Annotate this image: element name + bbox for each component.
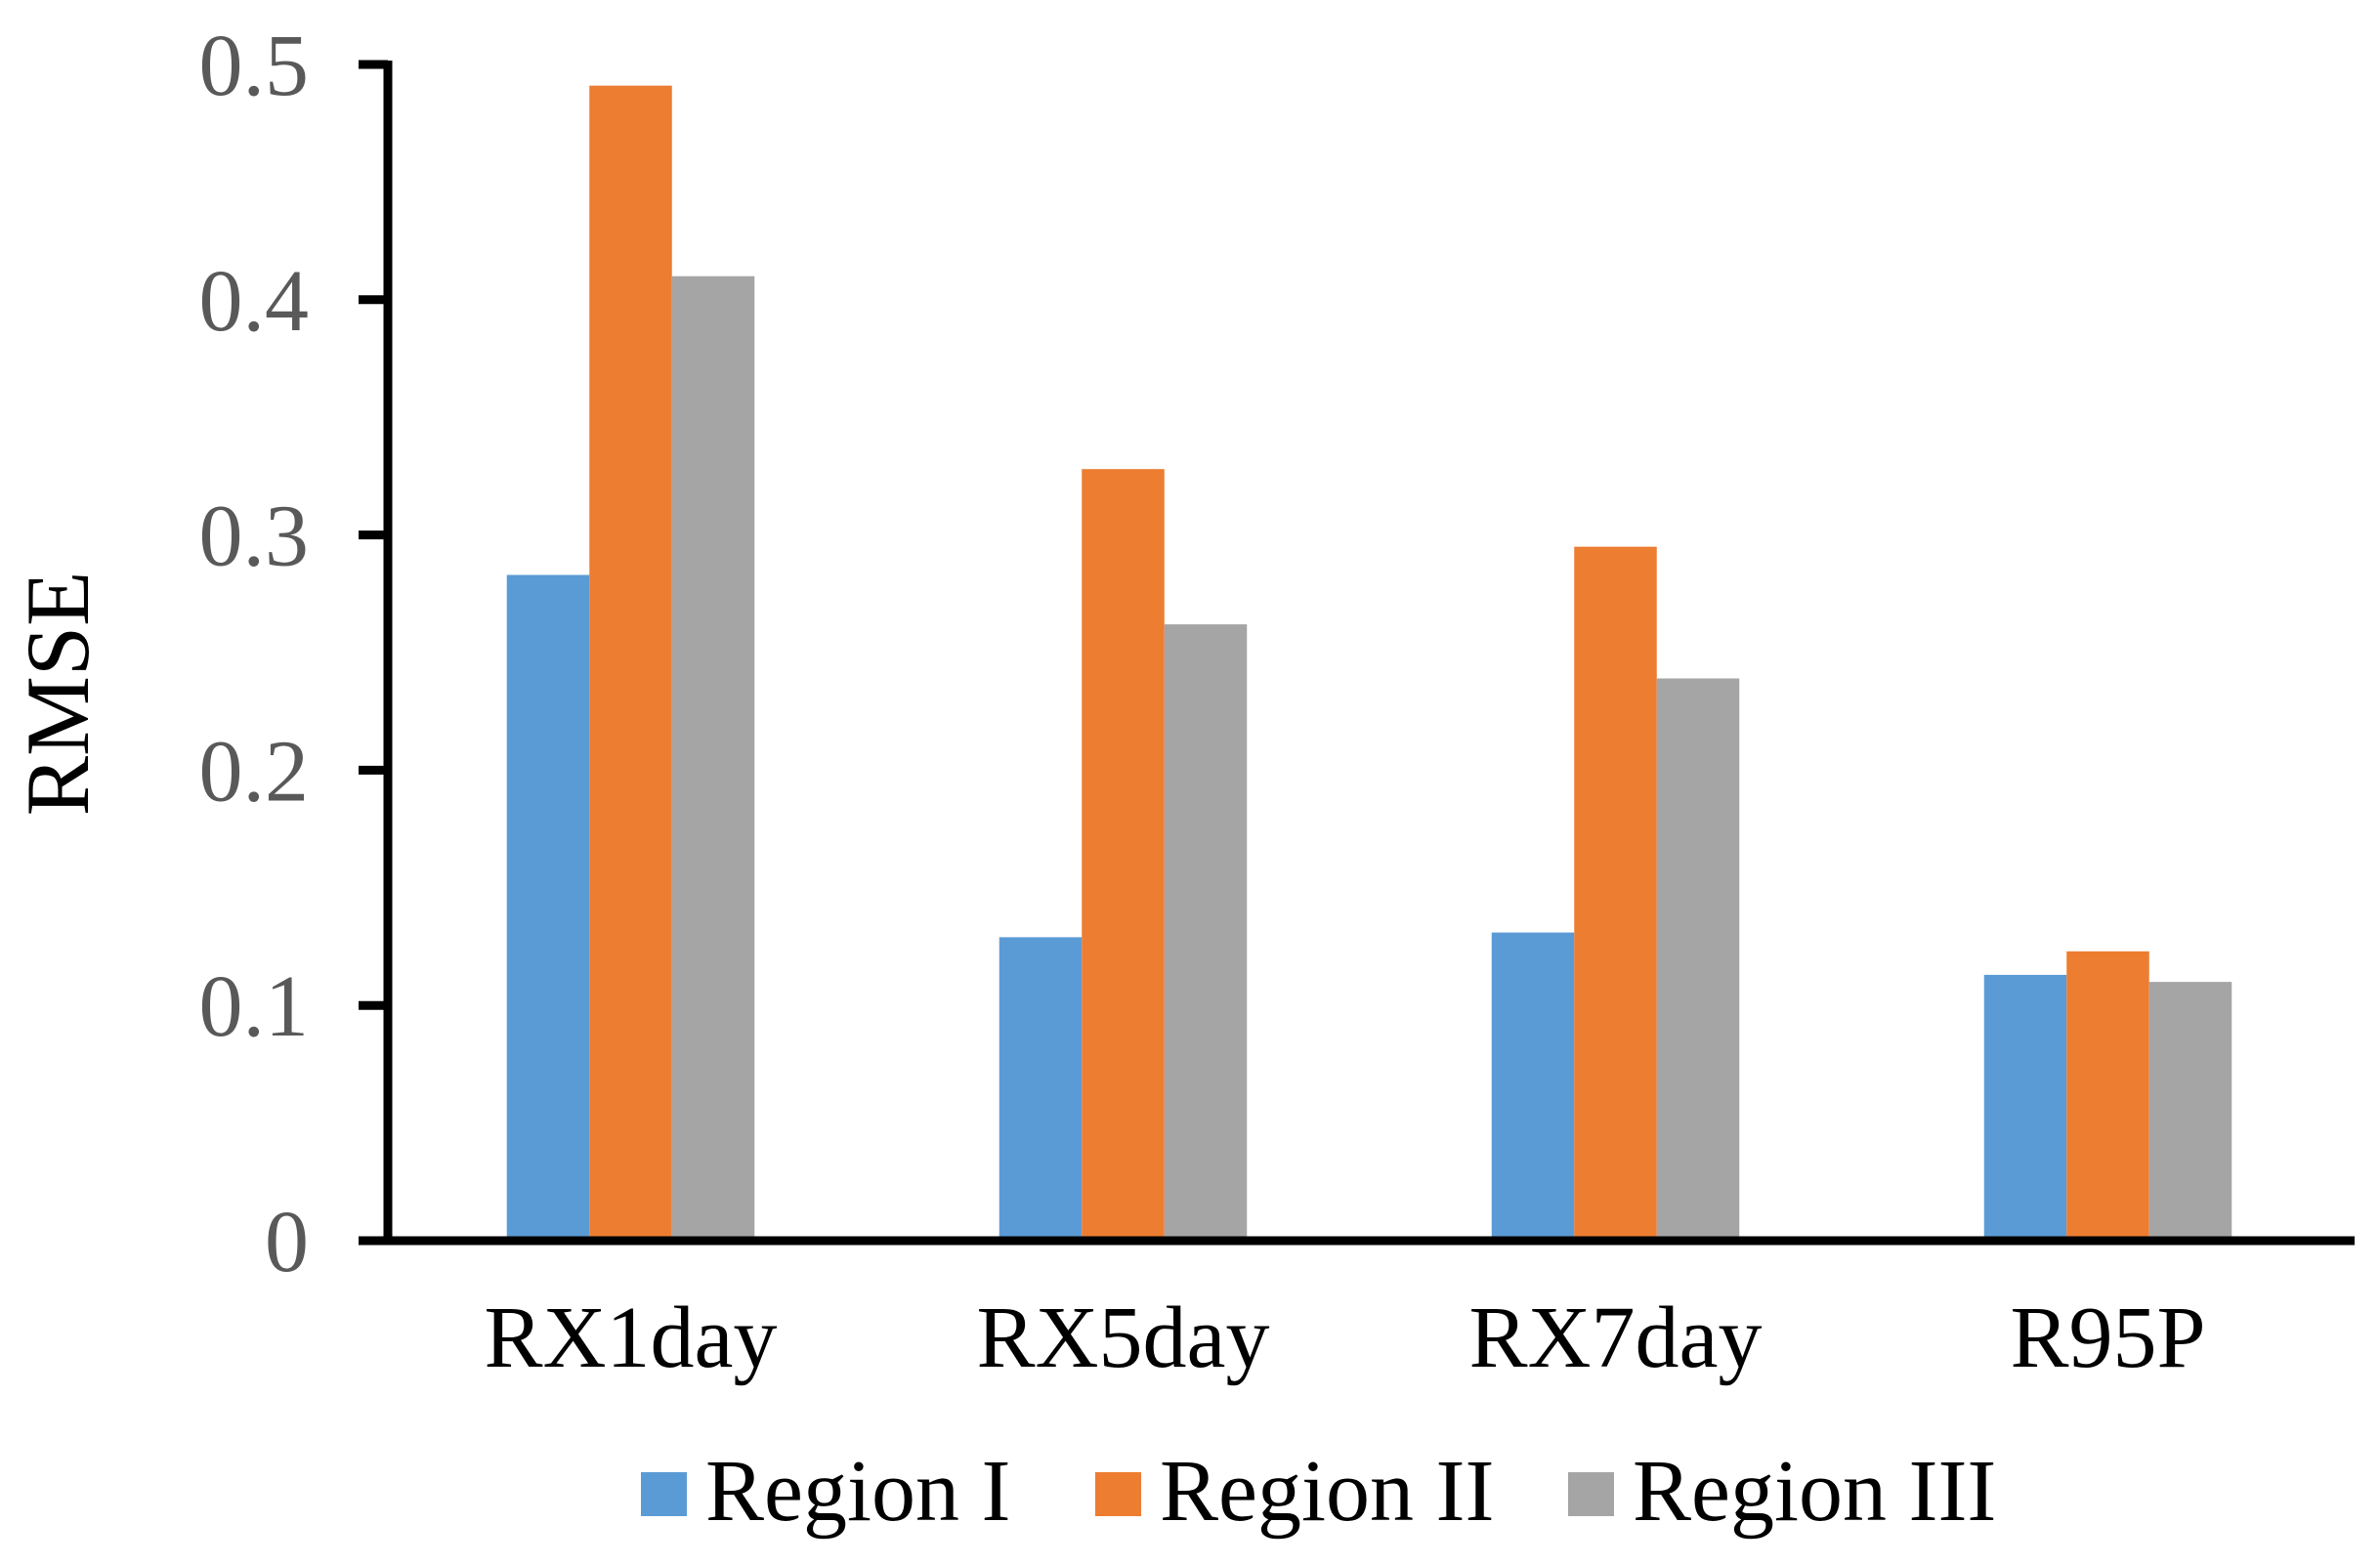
legend-item-region-i: Region I xyxy=(641,1443,1010,1540)
x-axis-category-label: RX7day xyxy=(1469,1290,1763,1386)
legend-swatch-region-i xyxy=(641,1472,687,1516)
bar-rx7day-region-ii xyxy=(1574,546,1657,1241)
x-axis-category-label: R95P xyxy=(2010,1290,2205,1386)
legend: Region I Region II Region III xyxy=(641,1443,1996,1540)
bar-rx5day-region-ii xyxy=(1082,469,1165,1241)
legend-label-region-i: Region I xyxy=(705,1443,1010,1540)
x-axis-category-label: RX5day xyxy=(977,1290,1270,1386)
bar-rx1day-region-iii xyxy=(671,275,755,1242)
legend-swatch-region-iii xyxy=(1568,1472,1614,1516)
y-axis-tick-label: 0 xyxy=(265,1194,309,1290)
bar-rx7day-region-iii xyxy=(1656,678,1740,1241)
legend-item-region-ii: Region II xyxy=(1095,1443,1494,1540)
legend-label-region-iii: Region III xyxy=(1633,1443,1996,1540)
bar-rx1day-region-i xyxy=(506,574,590,1241)
legend-label-region-ii: Region II xyxy=(1160,1443,1494,1540)
bar-rx5day-region-i xyxy=(999,937,1083,1241)
bar-rx1day-region-ii xyxy=(589,85,672,1241)
x-axis: RX1day RX5day RX7day R95P xyxy=(359,1236,2355,1386)
y-axis-tick-label: 0.2 xyxy=(199,723,310,820)
bars xyxy=(506,85,2232,1242)
legend-item-region-iii: Region III xyxy=(1568,1443,1996,1540)
y-axis-title: RMSE xyxy=(8,571,107,817)
bar-r95p-region-iii xyxy=(2148,982,2232,1241)
bar-r95p-region-ii xyxy=(2066,951,2149,1241)
y-axis-tick-label: 0.1 xyxy=(199,958,310,1055)
x-axis-category-label: RX1day xyxy=(485,1290,778,1386)
legend-swatch-region-ii xyxy=(1095,1472,1141,1516)
bar-rx7day-region-i xyxy=(1491,932,1575,1241)
bar-r95p-region-i xyxy=(1983,974,2067,1241)
bar-rx5day-region-iii xyxy=(1164,624,1248,1241)
y-axis: 0 0.1 0.2 0.3 0.4 0.5 RMSE xyxy=(8,18,393,1290)
y-axis-tick-label: 0.4 xyxy=(199,253,310,350)
y-axis-tick-label: 0.5 xyxy=(199,18,310,114)
y-axis-tick-label: 0.3 xyxy=(199,488,310,585)
